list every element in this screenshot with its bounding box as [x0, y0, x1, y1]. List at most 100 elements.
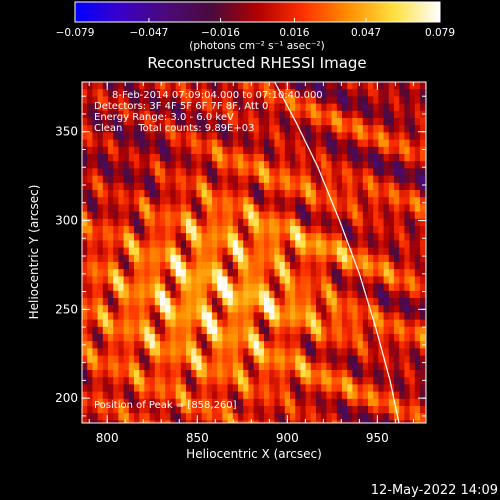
heatmap-cell — [373, 182, 379, 191]
heatmap-cell — [388, 283, 395, 292]
heatmap-cell — [279, 240, 286, 248]
heatmap-cell — [196, 154, 202, 162]
heatmap-cell — [238, 175, 244, 184]
heatmap-cell — [414, 377, 421, 385]
heatmap-cell — [92, 118, 98, 126]
heatmap-cell — [227, 262, 234, 270]
heatmap-cell — [253, 89, 260, 97]
heatmap-cell — [388, 298, 395, 306]
heatmap-cell — [331, 161, 338, 169]
heatmap-cell — [279, 334, 286, 342]
heatmap-cell — [378, 182, 384, 191]
heatmap-cell — [321, 190, 327, 198]
heatmap-cell — [206, 190, 213, 198]
heatmap-cell — [316, 305, 322, 313]
heatmap-cell — [378, 154, 384, 162]
heatmap-cell — [175, 262, 182, 270]
heatmap-cell — [290, 319, 296, 328]
heatmap-cell — [227, 139, 234, 148]
heatmap-cell — [414, 175, 421, 184]
heatmap-cell — [414, 319, 421, 328]
heatmap-cell — [305, 398, 312, 407]
heatmap-cell — [362, 370, 369, 378]
chart-title: Reconstructed RHESSI Image — [147, 54, 366, 72]
heatmap-cell — [97, 233, 104, 241]
heatmap-cell — [362, 262, 369, 270]
heatmap-cell — [300, 233, 306, 241]
heatmap-cell — [274, 312, 280, 320]
heatmap-cell — [217, 175, 223, 184]
heatmap-cell — [352, 182, 358, 191]
heatmap-cell — [316, 118, 322, 126]
heatmap-cell — [404, 384, 410, 392]
heatmap-cell — [87, 334, 93, 342]
heatmap-cell — [295, 139, 301, 148]
heatmap-cell — [154, 82, 161, 90]
heatmap-cell — [92, 370, 98, 378]
heatmap-cell — [290, 82, 296, 90]
heatmap-cell — [165, 218, 171, 227]
heatmap-cell — [227, 276, 234, 284]
heatmap-cell — [420, 283, 426, 292]
heatmap-cell — [118, 391, 124, 400]
heatmap-cell — [97, 391, 104, 400]
heatmap-cell — [420, 276, 426, 284]
heatmap-cell — [139, 211, 145, 220]
heatmap-cell — [217, 125, 223, 133]
heatmap-cell — [305, 233, 312, 241]
heatmap-cell — [290, 406, 296, 414]
heatmap-cell — [404, 89, 410, 97]
heatmap-cell — [128, 398, 135, 407]
heatmap-cell — [160, 384, 166, 392]
heatmap-cell — [175, 175, 182, 184]
heatmap-cell — [399, 269, 405, 277]
heatmap-cell — [336, 334, 343, 342]
heatmap-cell — [253, 211, 260, 220]
heatmap-cell — [82, 118, 88, 126]
heatmap-cell — [165, 305, 171, 313]
heatmap-cell — [248, 290, 254, 299]
heatmap-cell — [243, 240, 249, 248]
heatmap-cell — [206, 82, 213, 90]
heatmap-cell — [394, 103, 400, 112]
heatmap-cell — [97, 269, 104, 277]
heatmap-cell — [279, 204, 286, 212]
heatmap-cell — [253, 312, 260, 320]
heatmap-cell — [82, 218, 88, 227]
heatmap-cell — [165, 125, 171, 133]
heatmap-cell — [97, 283, 104, 292]
heatmap-cell — [336, 269, 343, 277]
heatmap-cell — [295, 269, 301, 277]
heatmap-cell — [128, 233, 135, 241]
heatmap-cell — [399, 305, 405, 313]
heatmap-cell — [326, 312, 332, 320]
heatmap-cell — [383, 262, 390, 270]
heatmap-cell — [139, 190, 145, 198]
heatmap-cell — [108, 168, 114, 176]
heatmap-cell — [258, 175, 265, 184]
heatmap-cell — [378, 132, 384, 140]
heatmap-cell — [102, 103, 109, 112]
heatmap-cell — [279, 103, 286, 112]
heatmap-cell — [196, 168, 202, 176]
heatmap-cell — [134, 204, 140, 212]
heatmap-cell — [253, 326, 260, 335]
heatmap-cell — [97, 254, 104, 263]
heatmap-cell — [201, 305, 208, 313]
heatmap-cell — [191, 118, 197, 126]
heatmap-cell — [258, 377, 265, 385]
heatmap-cell — [300, 283, 306, 292]
heatmap-cell — [274, 146, 280, 155]
heatmap-cell — [321, 226, 327, 234]
heatmap-cell — [97, 406, 104, 414]
heatmap-cell — [149, 269, 156, 277]
heatmap-cell — [362, 413, 369, 421]
heatmap-cell — [352, 262, 358, 270]
heatmap-cell — [378, 406, 384, 414]
heatmap-cell — [212, 269, 218, 277]
heatmap-cell — [238, 413, 244, 421]
heatmap-cell — [180, 391, 187, 400]
heatmap-cell — [331, 384, 338, 392]
heatmap-cell — [238, 190, 244, 198]
heatmap-cell — [243, 89, 249, 97]
